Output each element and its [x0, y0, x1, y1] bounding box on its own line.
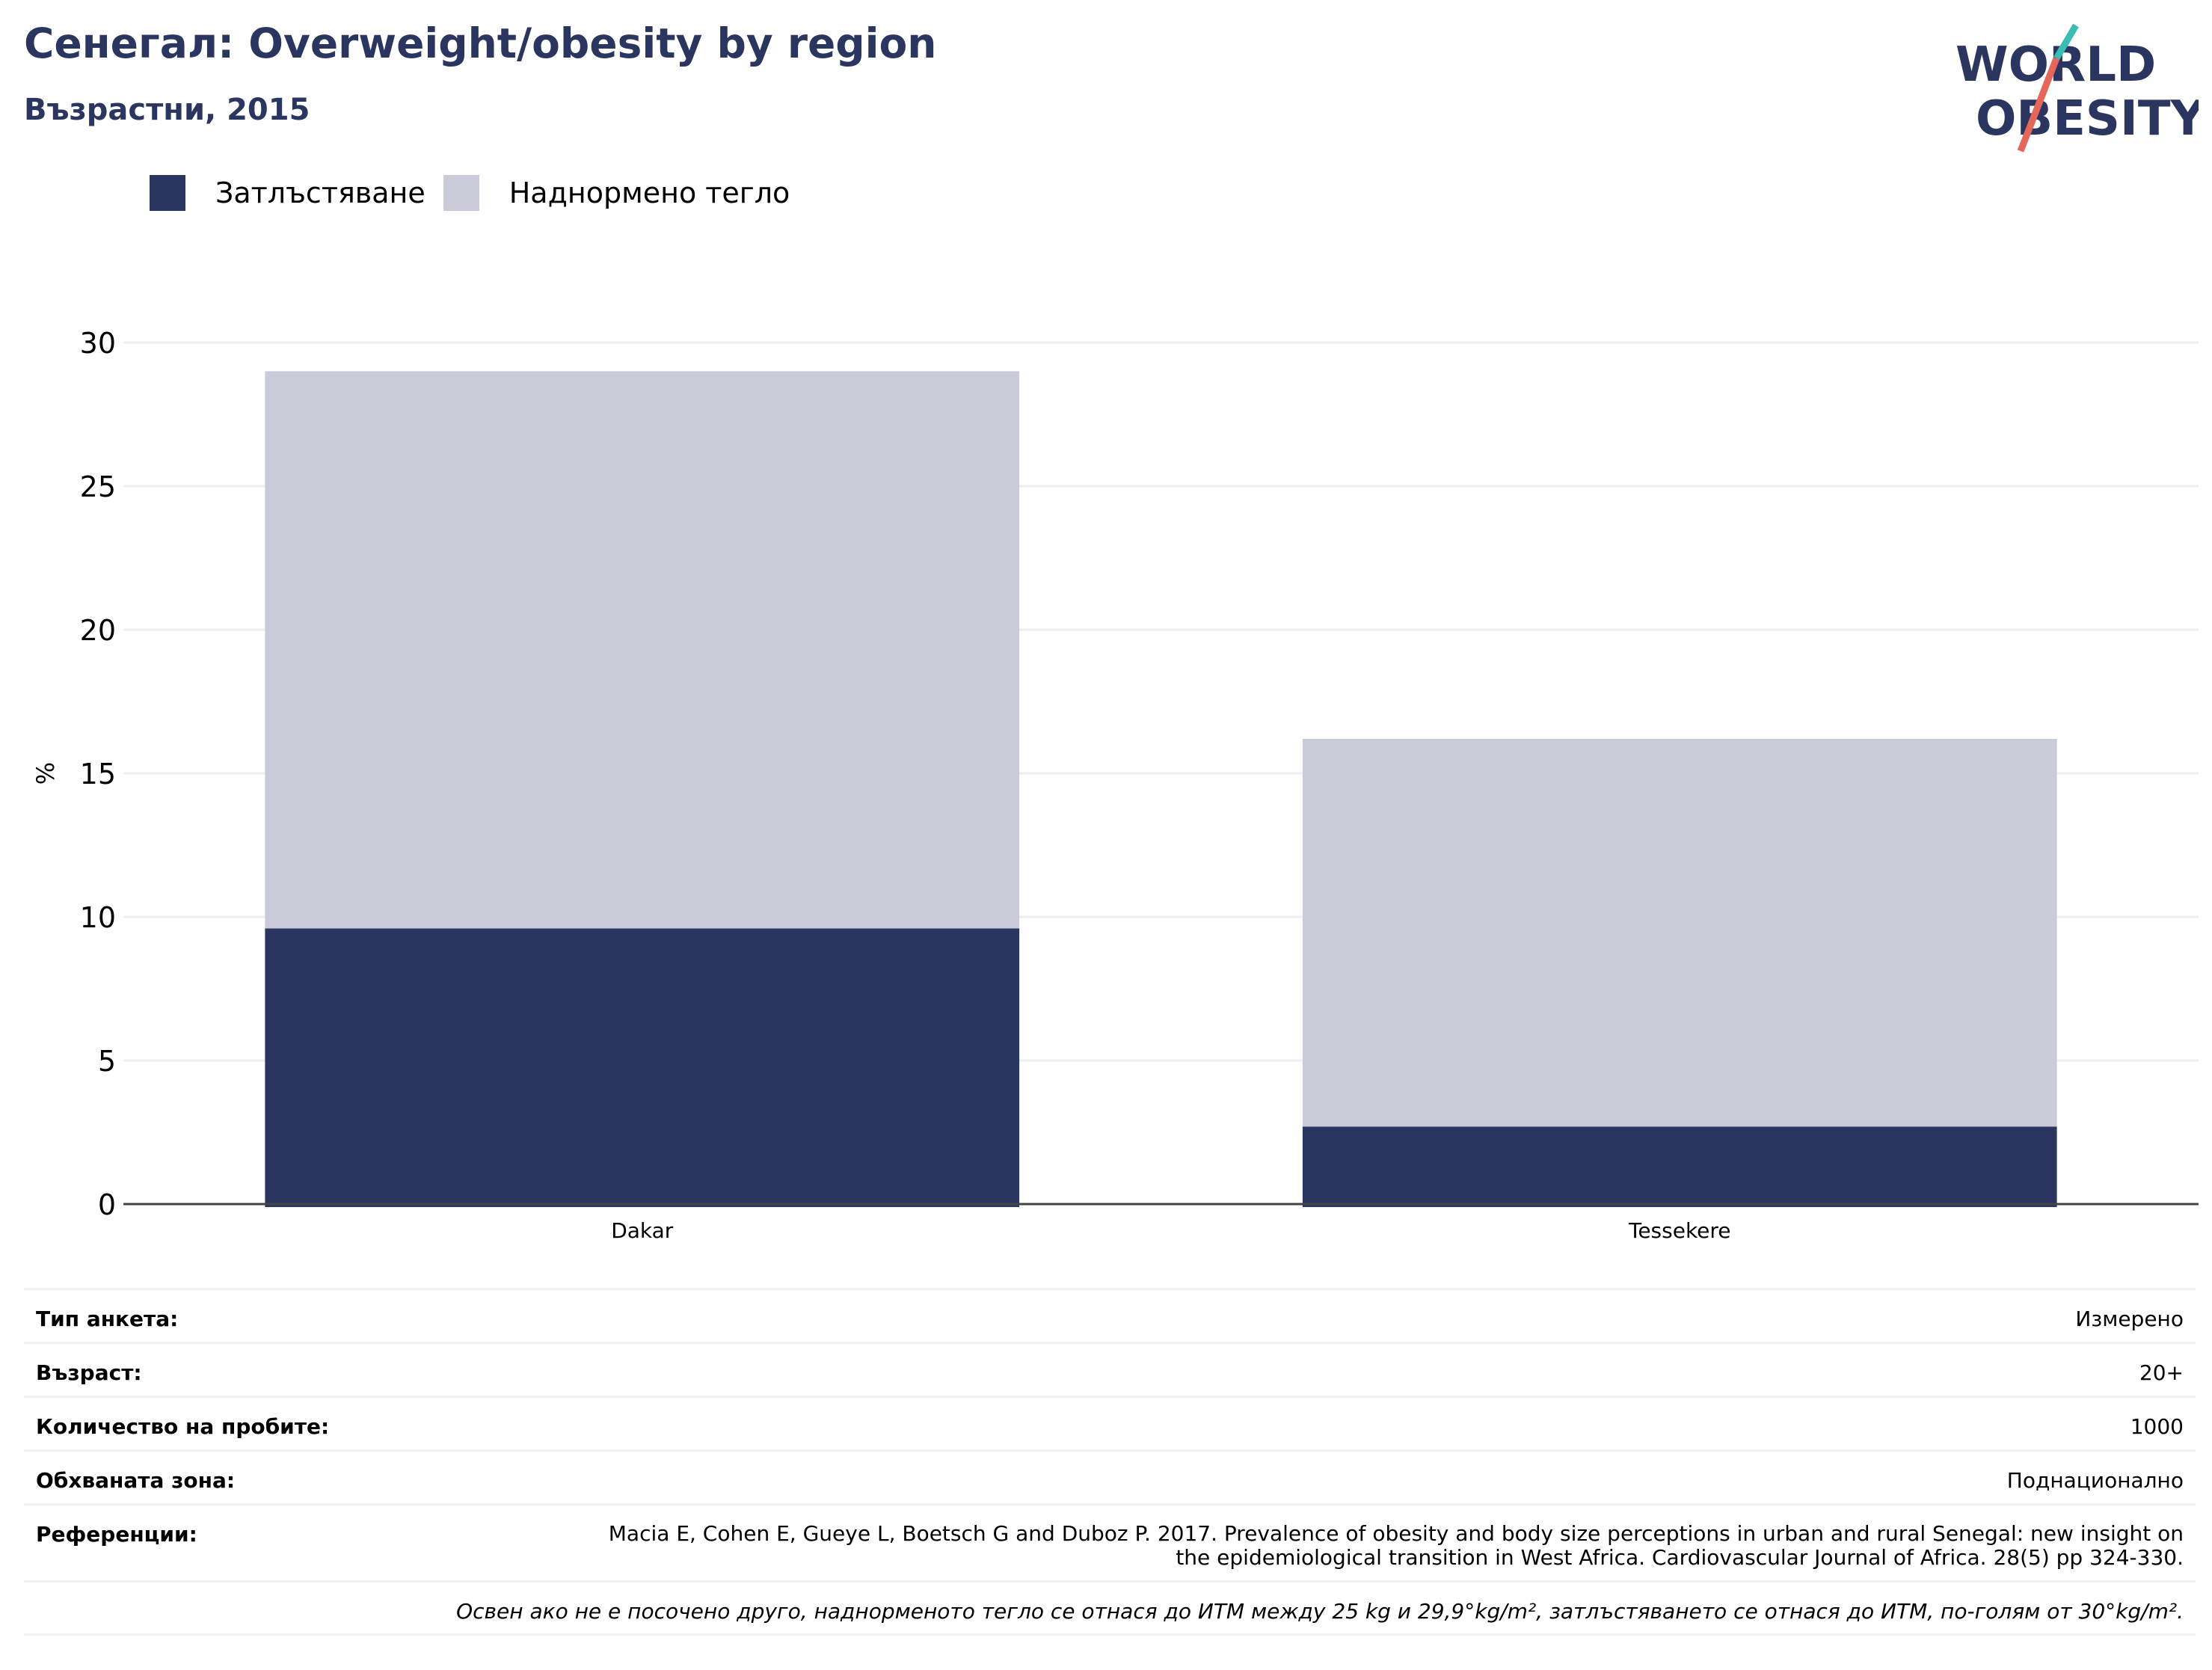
- meta-value: 20+: [2139, 1360, 2184, 1385]
- x-tick-label: Tessekere: [1628, 1218, 1731, 1243]
- legend-swatch-overweight: [443, 175, 479, 211]
- meta-key: Обхваната зона:: [36, 1468, 236, 1493]
- meta-row-area-covered: Обхваната зона: Поднационално: [24, 1449, 2196, 1503]
- legend-swatch-obesity: [150, 175, 185, 211]
- y-tick-label: 20: [80, 614, 116, 647]
- legend-item-obesity[interactable]: Затлъстяване: [150, 175, 425, 211]
- y-tick-label: 10: [80, 901, 116, 934]
- meta-value: Измерено: [2075, 1307, 2184, 1331]
- y-axis-label: %: [31, 762, 60, 785]
- bmi-definition-note: Освен ако не е посочено друго, наднормен…: [456, 1599, 2184, 1624]
- legend-item-overweight[interactable]: Наднормено тегло: [443, 175, 790, 211]
- x-tick-label: Dakar: [611, 1218, 674, 1243]
- bar-tessekere-obesity: [1302, 1126, 2057, 1207]
- y-tick-label: 0: [98, 1188, 116, 1221]
- world-obesity-logo: WORLD OBESITY: [1956, 23, 2199, 153]
- bar-dakar-obesity: [265, 928, 1020, 1207]
- meta-key: Референции:: [36, 1522, 197, 1547]
- meta-key: Възраст:: [36, 1360, 142, 1385]
- meta-row-survey-type: Тип анкета: Измерено: [24, 1288, 2196, 1342]
- meta-key: Тип анкета:: [36, 1307, 179, 1331]
- meta-row-footnote: Освен ако не е посочено друго, наднормен…: [24, 1580, 2196, 1636]
- y-tick-label: 30: [80, 327, 116, 360]
- y-tick-label: 25: [80, 470, 116, 503]
- meta-row-references: Референции: Macia E, Cohen E, Gueye L, B…: [24, 1503, 2196, 1580]
- meta-row-sample-size: Количество на пробите: 1000: [24, 1396, 2196, 1449]
- meta-row-age: Възраст: 20+: [24, 1342, 2196, 1396]
- meta-value: 1000: [2130, 1414, 2184, 1439]
- survey-metadata-table: Тип анкета: Измерено Възраст: 20+ Количе…: [24, 1288, 2196, 1636]
- chart-title: Сенегал: Overweight/obesity by region: [24, 19, 937, 67]
- logo-slash-red: [2017, 57, 2060, 153]
- legend-label-overweight: Наднормено тегло: [509, 176, 790, 209]
- meta-key: Количество на пробите:: [36, 1414, 330, 1439]
- y-tick-label: 15: [80, 758, 116, 791]
- bar-dakar-overweight: [265, 371, 1020, 929]
- logo-text-obesity: OBESITY: [1976, 91, 2199, 147]
- y-tick-label: 5: [98, 1045, 116, 1078]
- chart-subtitle: Възрастни, 2015: [24, 93, 310, 127]
- meta-value: Поднационално: [2006, 1468, 2184, 1493]
- bar-chart: 0 5 10 15 20 25 30% Dakar Tessekere: [31, 327, 2199, 1243]
- chart-legend: Затлъстяване Наднормено тегло: [150, 171, 808, 215]
- logo-slash-teal: [2053, 23, 2079, 61]
- bar-tessekere-overweight: [1302, 738, 2057, 1127]
- reference-citation: Macia E, Cohen E, Gueye L, Boetsch G and…: [608, 1521, 2184, 1570]
- legend-label-obesity: Затлъстяване: [215, 176, 425, 209]
